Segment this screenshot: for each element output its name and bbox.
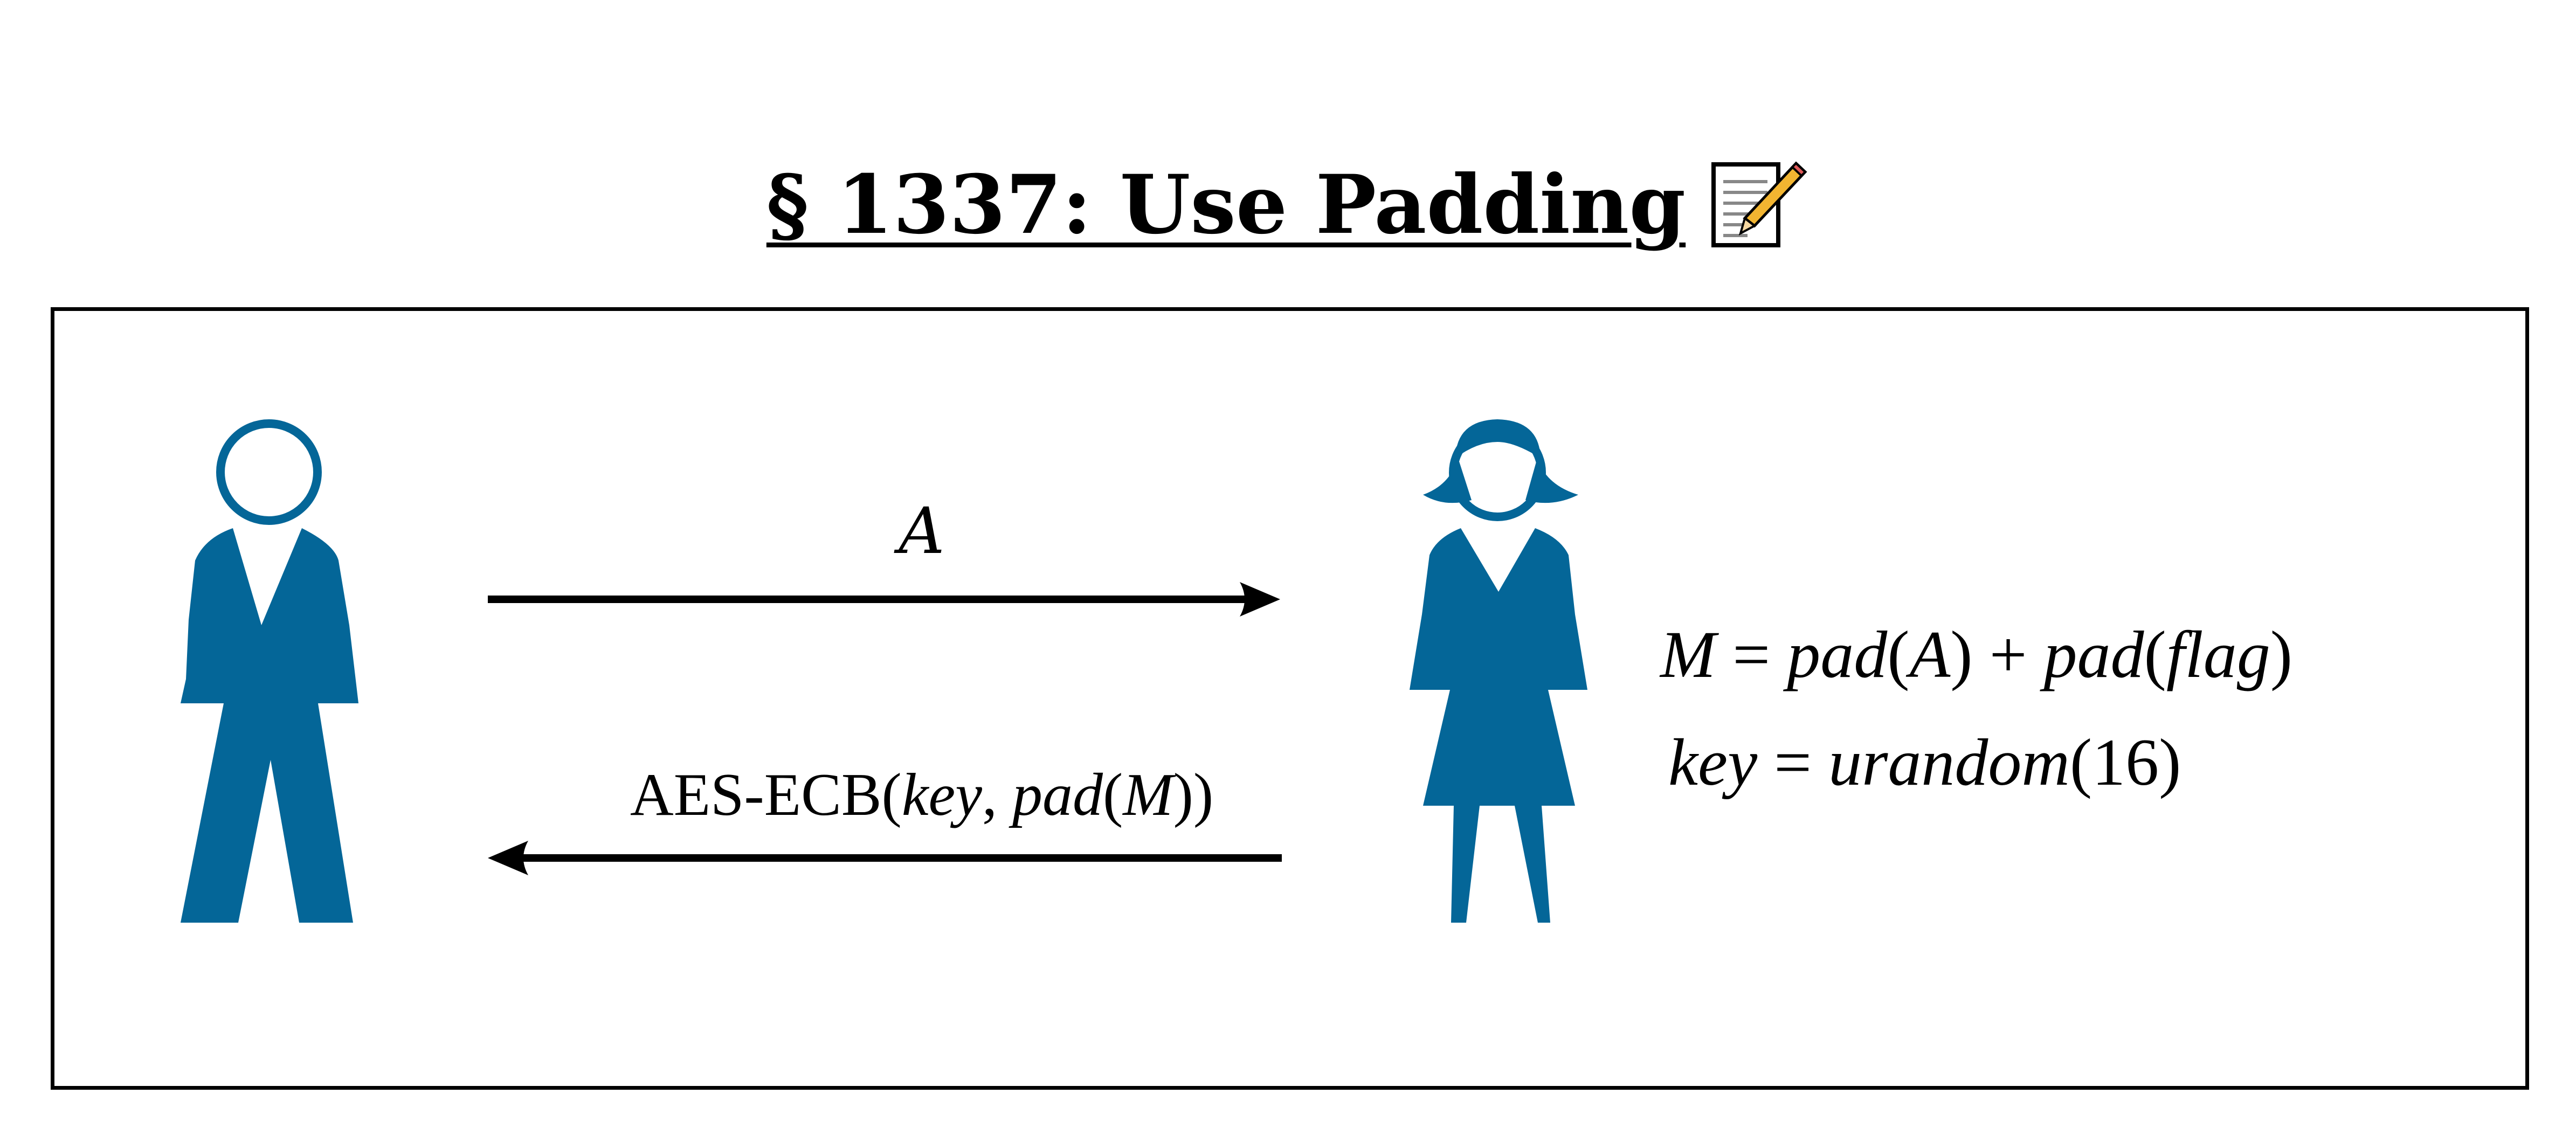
equation-key: key = urandom(16) [1668, 719, 2181, 806]
eq1-paren-2: ) [1950, 618, 1973, 691]
eq2-equals: = [1757, 725, 1829, 799]
aes-prefix: AES-ECB( [630, 762, 902, 828]
memo-icon [1711, 161, 1807, 247]
eq2-lhs: key [1668, 725, 1758, 799]
eq1-paren-4: ) [2270, 618, 2293, 691]
eq1-equals: = [1716, 618, 1787, 691]
aes-open-paren: ( [1102, 762, 1123, 828]
eq1-paren-3: ( [2144, 618, 2166, 691]
backward-arrow [488, 841, 1282, 875]
page-title: § 1337: Use Padding [0, 151, 2576, 259]
eq1-pad-fn-1: pad [1787, 618, 1888, 691]
forward-message-label: A [841, 490, 1003, 571]
eq1-pad-fn-2: pad [2043, 618, 2144, 691]
eq2-args: (16) [2069, 725, 2181, 799]
aes-separator: , [982, 762, 1012, 828]
title-line: § 1337: Use Padding [766, 151, 1810, 259]
diagram-frame [51, 307, 2529, 1090]
aes-arg-m: M [1123, 762, 1173, 828]
forward-arrow [488, 582, 1280, 617]
man-figure-icon [181, 419, 358, 923]
aes-close-paren: )) [1173, 762, 1214, 828]
woman-figure-icon [1410, 419, 1587, 923]
title-text: § 1337: Use Padding [766, 157, 1686, 252]
equation-message: M = pad(A) + pad(flag) [1660, 612, 2292, 698]
backward-message-label: AES-ECB(key, pad(M)) [561, 755, 1283, 835]
eq1-arg-flag: flag [2166, 618, 2270, 691]
aes-pad-fn: pad [1012, 762, 1103, 828]
forward-message-text: A [899, 494, 945, 568]
eq1-lhs: M [1660, 618, 1716, 691]
eq1-plus: + [1972, 618, 2044, 691]
aes-arg-key: key [901, 762, 982, 828]
eq1-arg-a: A [1909, 618, 1951, 691]
eq2-urandom-fn: urandom [1828, 725, 2070, 799]
eq1-paren-1: ( [1887, 618, 1910, 691]
